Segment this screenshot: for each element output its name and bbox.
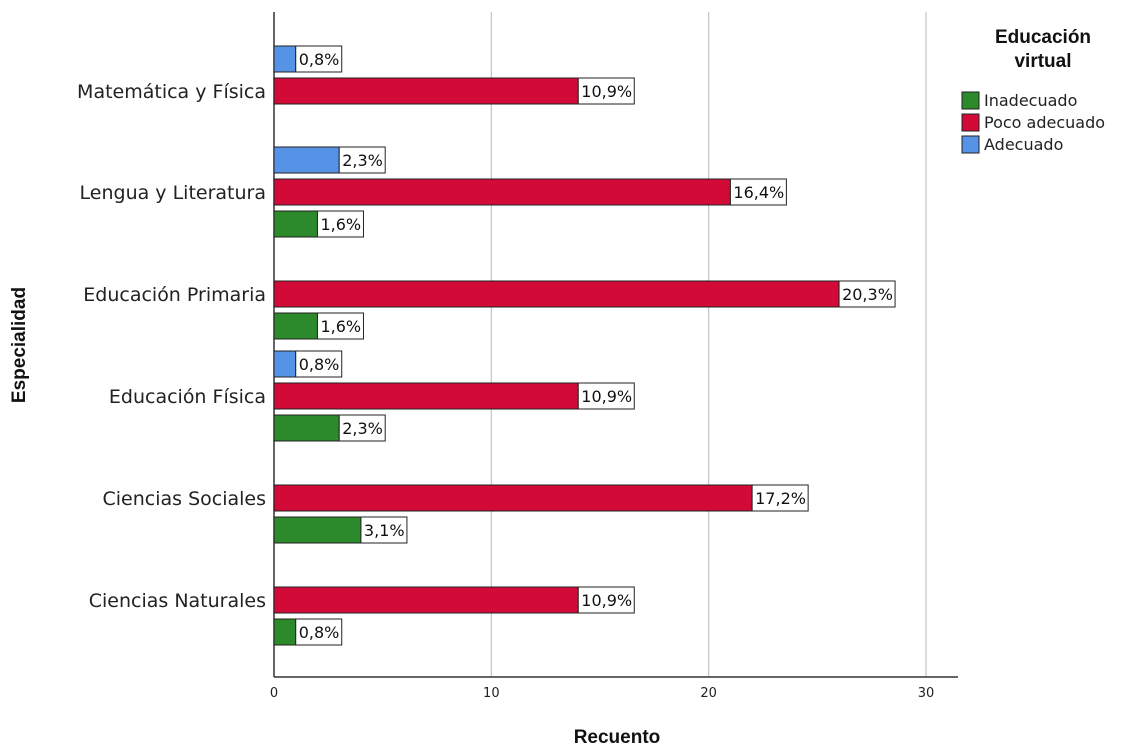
data-label-box (577, 586, 635, 614)
bar-poco-adecuado-educacion-fisica (273, 382, 579, 410)
bar-adecuado-educacion-fisica (273, 350, 297, 378)
data-label-text: 2,3% (342, 151, 383, 170)
legend-label-inadecuado: Inadecuado (984, 91, 1077, 110)
data-label-box (577, 77, 635, 105)
bar-inadecuado-ciencias-naturales (273, 618, 297, 646)
legend-items: Inadecuado Poco adecuado Adecuado (961, 91, 1105, 154)
bar-poco-adecuado-educacion-primaria (273, 280, 840, 308)
legend: Educación virtual Inadecuado Poco adecuad… (961, 27, 1105, 154)
data-label-poco-adecuado-educacion-fisica: 10,9% (577, 382, 635, 410)
category-label-matematica-y-fisica: Matemática y Física (77, 81, 266, 103)
legend-label-poco-adecuado: Poco adecuado (984, 113, 1105, 132)
data-label-text: 0,8% (299, 623, 340, 642)
legend-swatch-adecuado (961, 135, 980, 154)
x-tick-labels: 0 10 20 30 (270, 686, 934, 701)
data-label-text: 10,9% (581, 387, 632, 406)
category-label-educacion-fisica: Educación Física (109, 386, 266, 408)
data-label-text: 1,6% (320, 317, 361, 336)
legend-title-line-2: virtual (1014, 51, 1071, 72)
data-label-inadecuado-ciencias-naturales: 0,8% (295, 618, 343, 646)
data-label-poco-adecuado-lengua-y-literatura: 16,4% (729, 178, 787, 206)
data-label-box (316, 312, 364, 340)
data-label-box (295, 350, 343, 378)
data-label-text: 20,3% (842, 285, 893, 304)
data-label-box (729, 178, 787, 206)
bars (273, 45, 840, 646)
data-label-box (338, 414, 386, 442)
y-axis-title: Especialidad (9, 287, 30, 403)
data-label-text: 17,2% (755, 489, 806, 508)
category-label-lengua-y-literatura: Lengua y Literatura (80, 182, 266, 204)
data-label-box (751, 484, 809, 512)
category-label-ciencias-sociales: Ciencias Sociales (102, 488, 266, 510)
category-labels: Matemática y Física Lengua y Literatura Ed… (77, 81, 266, 612)
data-label-box (295, 618, 343, 646)
x-axis-title: Recuento (574, 727, 661, 747)
legend-swatch-poco-adecuado (961, 113, 980, 132)
bar-poco-adecuado-matematica-y-fisica (273, 77, 579, 105)
data-label-box (577, 382, 635, 410)
legend-swatch-inadecuado (961, 91, 980, 110)
legend-title-line-1: Educación (995, 27, 1091, 48)
bar-inadecuado-educacion-fisica (273, 414, 340, 442)
data-label-inadecuado-educacion-primaria: 1,6% (316, 312, 364, 340)
category-label-educacion-primaria: Educación Primaria (83, 284, 266, 306)
data-label-inadecuado-lengua-y-literatura: 1,6% (316, 210, 364, 238)
x-tick-label-0: 0 (270, 686, 278, 701)
bar-poco-adecuado-ciencias-naturales (273, 586, 579, 614)
bar-poco-adecuado-ciencias-sociales (273, 484, 753, 512)
data-label-text: 0,8% (299, 50, 340, 69)
data-label-text: 10,9% (581, 82, 632, 101)
x-tick-label-20: 20 (700, 686, 717, 701)
data-label-text: 0,8% (299, 355, 340, 374)
data-label-text: 1,6% (320, 215, 361, 234)
data-labels: 0,8% 2,3% 0,8% 10,9% 16,4% 20,3% 10,9% 17,2% 10,… (295, 45, 896, 646)
grid-lines (490, 12, 927, 677)
data-label-box (295, 45, 343, 73)
data-label-text: 3,1% (364, 521, 405, 540)
data-label-inadecuado-educacion-fisica: 2,3% (338, 414, 386, 442)
data-label-text: 10,9% (581, 591, 632, 610)
bar-inadecuado-ciencias-sociales (273, 516, 362, 544)
data-label-adecuado-matematica-y-fisica: 0,8% (295, 45, 343, 73)
data-label-text: 2,3% (342, 419, 383, 438)
category-label-ciencias-naturales: Ciencias Naturales (89, 590, 266, 612)
bar-adecuado-matematica-y-fisica (273, 45, 297, 73)
data-label-box (838, 280, 896, 308)
data-label-adecuado-lengua-y-literatura: 2,3% (338, 146, 386, 174)
bar-inadecuado-educacion-primaria (273, 312, 318, 340)
data-label-box (360, 516, 408, 544)
x-tick-label-30: 30 (918, 686, 935, 701)
bar-inadecuado-lengua-y-literatura (273, 210, 318, 238)
data-label-adecuado-educacion-fisica: 0,8% (295, 350, 343, 378)
data-label-poco-adecuado-educacion-primaria: 20,3% (838, 280, 896, 308)
data-label-inadecuado-ciencias-sociales: 3,1% (360, 516, 408, 544)
data-label-text: 16,4% (733, 183, 784, 202)
data-label-poco-adecuado-matematica-y-fisica: 10,9% (577, 77, 635, 105)
data-label-poco-adecuado-ciencias-sociales: 17,2% (751, 484, 809, 512)
data-label-box (316, 210, 364, 238)
data-label-poco-adecuado-ciencias-naturales: 10,9% (577, 586, 635, 614)
bar-adecuado-lengua-y-literatura (273, 146, 340, 174)
x-tick-label-10: 10 (483, 686, 500, 701)
legend-label-adecuado: Adecuado (984, 135, 1063, 154)
bar-poco-adecuado-lengua-y-literatura (273, 178, 731, 206)
data-label-box (338, 146, 386, 174)
axes (273, 12, 958, 678)
